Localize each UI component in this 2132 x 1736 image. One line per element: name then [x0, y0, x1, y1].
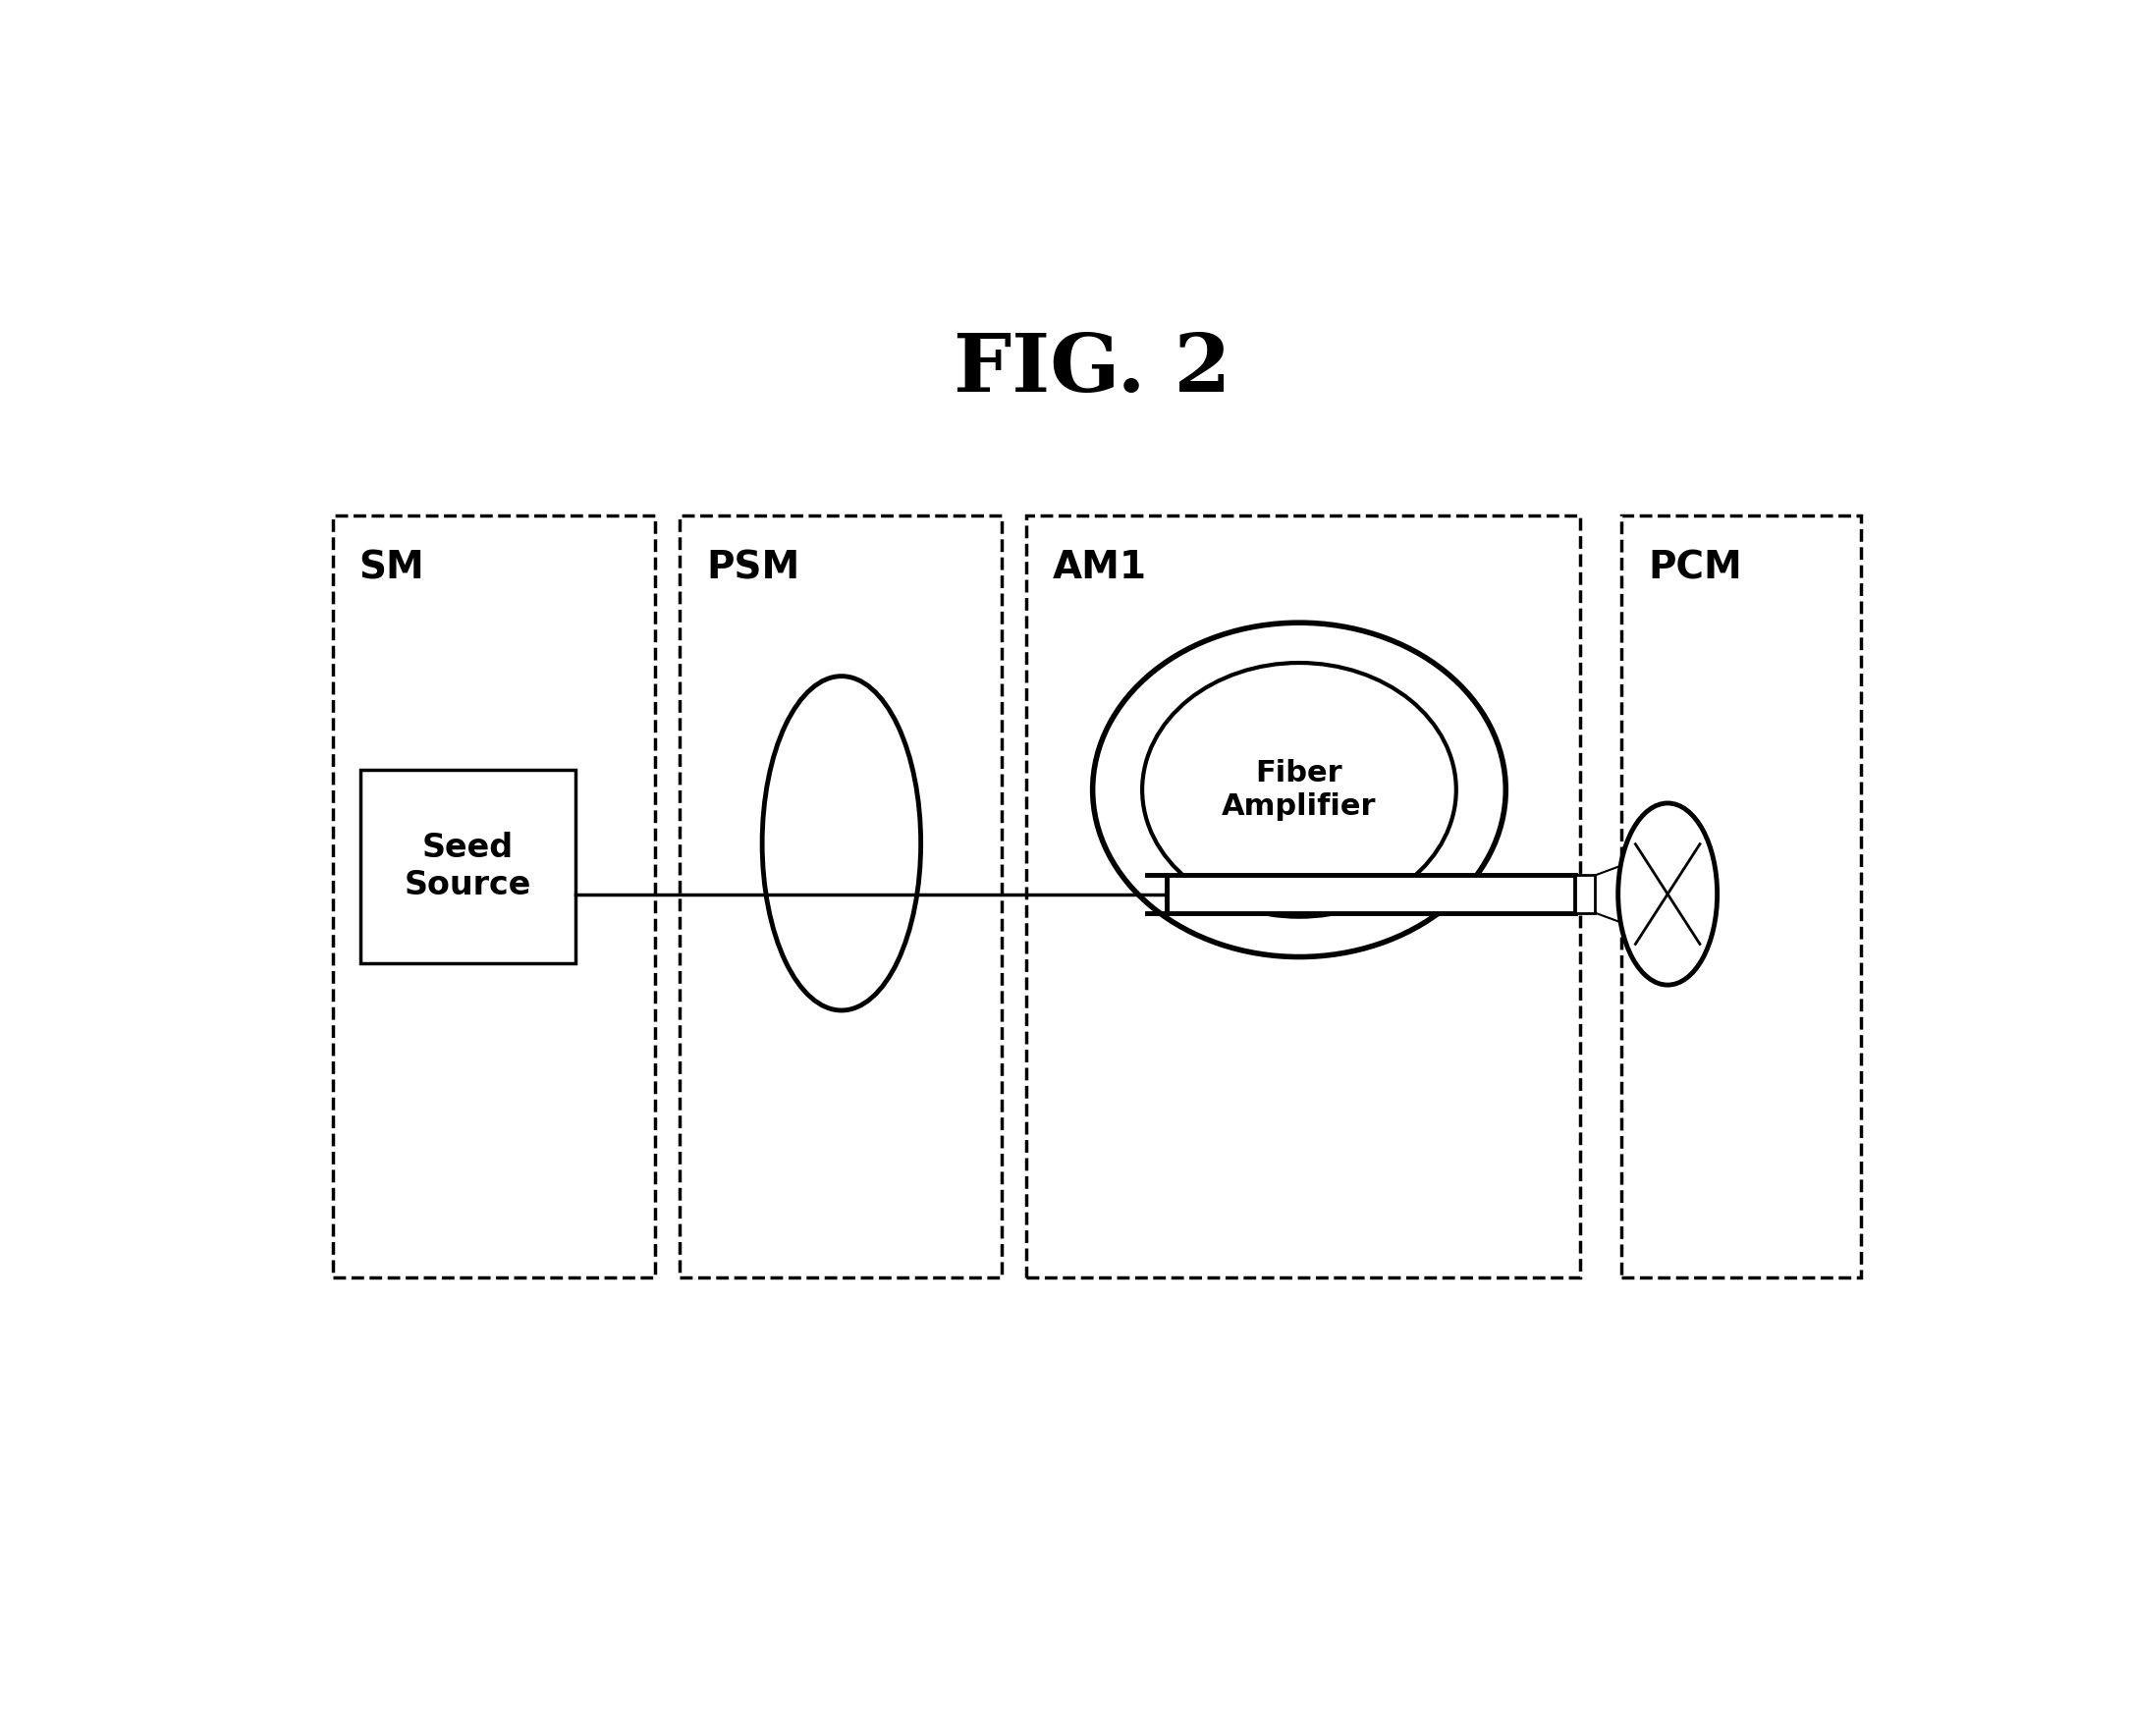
Text: SM: SM	[358, 549, 424, 587]
Text: FIG. 2: FIG. 2	[953, 330, 1232, 408]
Circle shape	[1094, 623, 1505, 957]
Bar	[333, 516, 655, 1278]
Text: Fiber
Amplifier: Fiber Amplifier	[1222, 759, 1377, 821]
Bar	[680, 516, 1002, 1278]
Bar	[1028, 516, 1580, 1278]
Bar	[1620, 516, 1861, 1278]
Ellipse shape	[1618, 804, 1716, 984]
Text: Seed
Source: Seed Source	[405, 832, 531, 901]
Text: PCM: PCM	[1648, 549, 1742, 587]
Circle shape	[1143, 663, 1456, 917]
Bar	[1166, 875, 1576, 913]
Text: PSM: PSM	[706, 549, 800, 587]
Text: AM1: AM1	[1053, 549, 1147, 587]
Ellipse shape	[763, 675, 921, 1010]
Bar	[1576, 875, 1595, 913]
Bar	[360, 769, 576, 963]
